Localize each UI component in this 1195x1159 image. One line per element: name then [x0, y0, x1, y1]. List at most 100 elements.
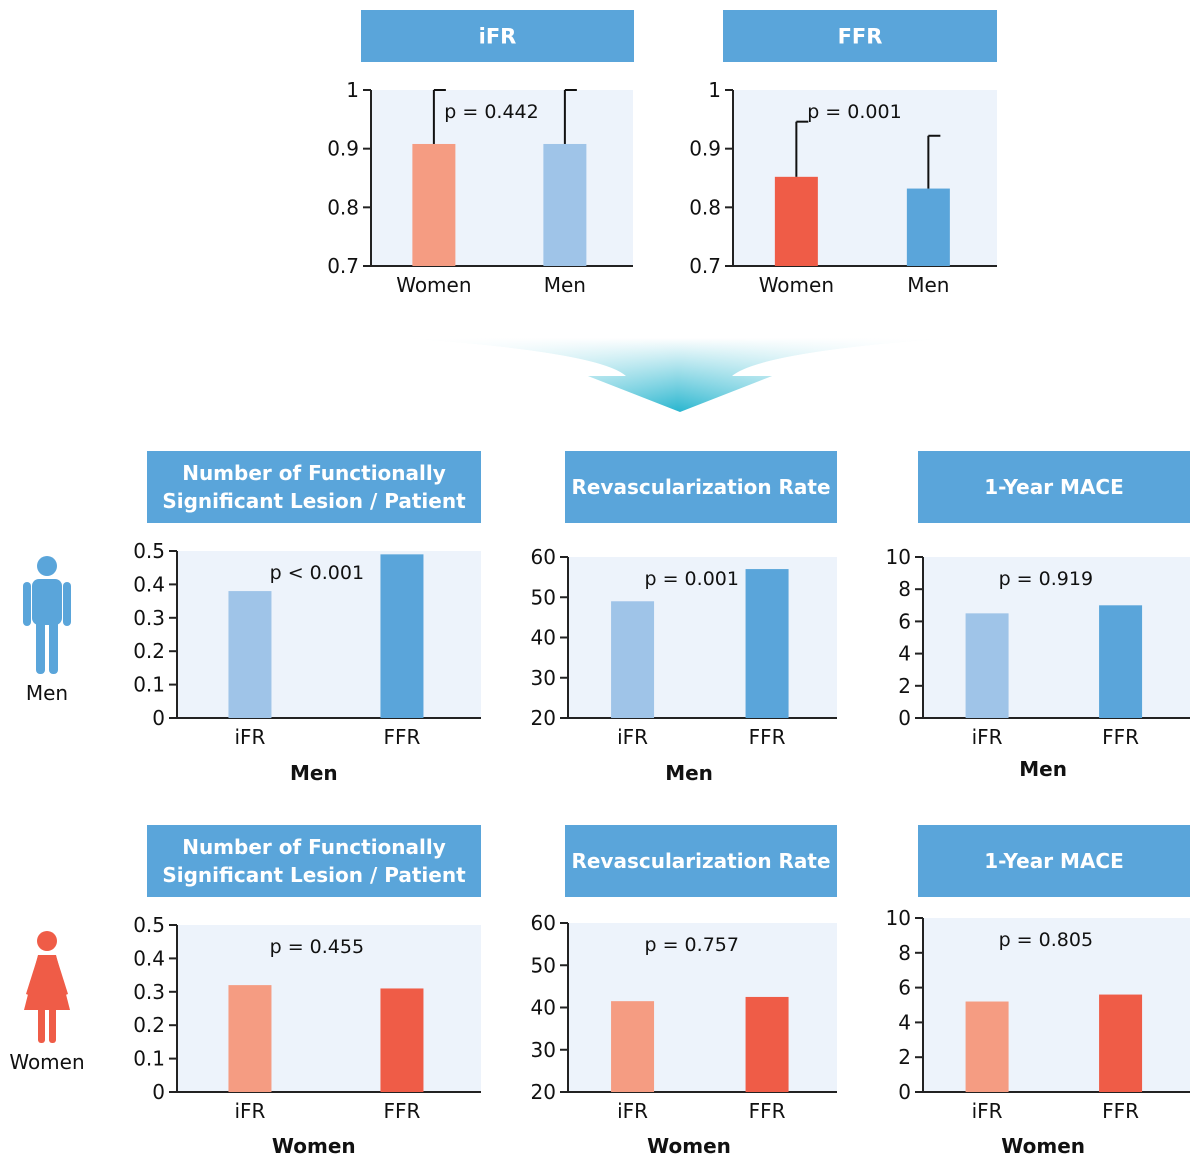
women-revasc-tick-label: 50 [531, 953, 556, 977]
men-revasc-category-label: iFR [617, 725, 648, 749]
men-lesion-title: Number of Functionally [182, 461, 446, 485]
men-revasc-bar-ifr [611, 601, 655, 718]
women-lesion-tick-label: 0.4 [133, 946, 165, 970]
women-figure-icon [24, 931, 70, 1043]
women-lesion-bar-ffr [380, 988, 424, 1092]
men-lesion-xlabel: Men [290, 761, 338, 785]
men-lesion-tick-label: 0.4 [133, 572, 165, 596]
women-mace-p-value: p = 0.805 [999, 929, 1093, 951]
men-figure-icon [23, 556, 71, 674]
men-mace-p-value: p = 0.919 [999, 568, 1093, 590]
men-lesion-title: Significant Lesion / Patient [162, 489, 466, 513]
men-lesion-tick-label: 0.3 [133, 606, 165, 630]
women-lesion-title: Number of Functionally [182, 835, 446, 859]
women-lesion-xlabel: Women [272, 1134, 356, 1158]
charts: iFR 0.7 0.8 0.9 1 Women Men p = 0.442 FFR 0.7 0.8 0… [133, 10, 1190, 1158]
women-revasc-header-box [565, 825, 837, 897]
men-revasc-bar-ffr [745, 569, 789, 718]
men-revasc-p-value: p = 0.001 [645, 568, 739, 590]
men-lesion-tick-label: 0.1 [133, 673, 165, 697]
women-lesion-plot-area [177, 925, 481, 1092]
men-mace-tick-label: 0 [898, 706, 911, 730]
ifr-top-chart: iFR 0.7 0.8 0.9 1 Women Men p = 0.442 [327, 10, 634, 297]
women-mace-tick-label: 8 [898, 941, 911, 965]
funnel-arrow [405, 338, 950, 412]
women-revasc-p-value: p = 0.757 [645, 934, 739, 956]
men-revasc-tick-label: 60 [531, 545, 556, 569]
women-lesion-chart: Number of Functionally Significant Lesion… [133, 825, 481, 1158]
women-revasc-bar-ifr [611, 1001, 655, 1092]
men-mace-tick-label: 2 [898, 674, 911, 698]
ffr-top-tick-label: 1 [708, 78, 721, 102]
ffr-top-bar-men [906, 188, 950, 266]
women-lesion-header-box [147, 825, 481, 897]
women-lesion-tick-label: 0.3 [133, 980, 165, 1004]
women-revasc-category-label: FFR [749, 1099, 786, 1123]
ffr-top-p-value: p = 0.001 [807, 101, 901, 123]
men-lesion-tick-label: 0 [152, 706, 165, 730]
men-revasc-tick-label: 50 [531, 585, 556, 609]
women-mace-tick-label: 10 [886, 906, 911, 930]
ifr-top-category-label: Women [396, 273, 471, 297]
men-lesion-bar-ffr [380, 554, 424, 718]
men-mace-tick-label: 4 [898, 642, 911, 666]
women-lesion-tick-label: 0.5 [133, 913, 165, 937]
ffr-top-bar-women [774, 176, 818, 266]
women-mace-xlabel: Women [1001, 1134, 1085, 1158]
women-lesion-p-value: p = 0.455 [270, 936, 364, 958]
ifr-top-bar-women [412, 143, 456, 266]
women-revasc-category-label: iFR [617, 1099, 648, 1123]
women-label: Women [9, 1050, 84, 1074]
men-mace-header-box [918, 451, 1190, 523]
ffr-top-tick-label: 0.8 [689, 195, 721, 219]
men-lesion-tick-label: 0.2 [133, 639, 165, 663]
ffr-top-category-label: Women [759, 273, 834, 297]
women-revasc-title: Revascularization Rate [571, 849, 830, 873]
ifr-top-tick-label: 0.8 [327, 195, 359, 219]
women-lesion-tick-label: 0.2 [133, 1013, 165, 1037]
men-lesion-chart: Number of Functionally Significant Lesion… [133, 451, 481, 785]
women-mace-tick-label: 2 [898, 1045, 911, 1069]
women-lesion-bar-ifr [228, 985, 272, 1092]
women-revasc-tick-label: 60 [531, 911, 556, 935]
men-mace-category-label: FFR [1102, 725, 1139, 749]
women-revasc-xlabel: Women [647, 1134, 731, 1158]
women-mace-header-box [918, 825, 1190, 897]
men-revasc-header-box [565, 451, 837, 523]
men-revasc-chart: Revascularization Rate 20 30 40 50 60 iFR FFR p … [531, 451, 837, 785]
ifr-top-p-value: p = 0.442 [444, 101, 538, 123]
ifr-top-header-box [361, 10, 634, 62]
ffr-top-chart: FFR 0.7 0.8 0.9 1 Women Men p = 0.001 [689, 10, 997, 297]
men-mace-tick-label: 10 [886, 545, 911, 569]
men-revasc-tick-label: 30 [531, 666, 556, 690]
women-mace-category-label: iFR [972, 1099, 1003, 1123]
ifr-top-tick-label: 0.9 [327, 137, 359, 161]
men-revasc-tick-label: 20 [531, 706, 556, 730]
ifr-top-tick-label: 1 [346, 78, 359, 102]
ifr-top-title: iFR [479, 25, 517, 49]
women-mace-bar-ifr [965, 1001, 1009, 1092]
men-revasc-title: Revascularization Rate [571, 475, 830, 499]
women-lesion-category-label: FFR [384, 1099, 421, 1123]
ifr-top-category-label: Men [544, 273, 586, 297]
men-revasc-xlabel: Men [665, 761, 713, 785]
men-mace-chart: 1-Year MACE 0 2 4 6 8 10 iFR FFR p = 0.919 Men [886, 451, 1190, 781]
men-mace-bar-ffr [1099, 605, 1143, 718]
men-lesion-category-label: iFR [234, 725, 265, 749]
women-revasc-tick-label: 40 [531, 996, 556, 1020]
women-mace-tick-label: 0 [898, 1080, 911, 1104]
men-lesion-plot-area [177, 551, 481, 718]
men-lesion-bar-ifr [228, 591, 272, 718]
women-lesion-category-label: iFR [234, 1099, 265, 1123]
women-mace-tick-label: 4 [898, 1010, 911, 1034]
men-label: Men [26, 681, 68, 705]
women-revasc-tick-label: 30 [531, 1038, 556, 1062]
ffr-top-tick-label: 0.9 [689, 137, 721, 161]
men-lesion-p-value: p < 0.001 [270, 562, 364, 584]
women-mace-title: 1-Year MACE [984, 849, 1124, 873]
men-lesion-category-label: FFR [384, 725, 421, 749]
ifr-top-bar-men [543, 143, 587, 266]
ffr-top-category-label: Men [907, 273, 949, 297]
men-lesion-header-box [147, 451, 481, 523]
